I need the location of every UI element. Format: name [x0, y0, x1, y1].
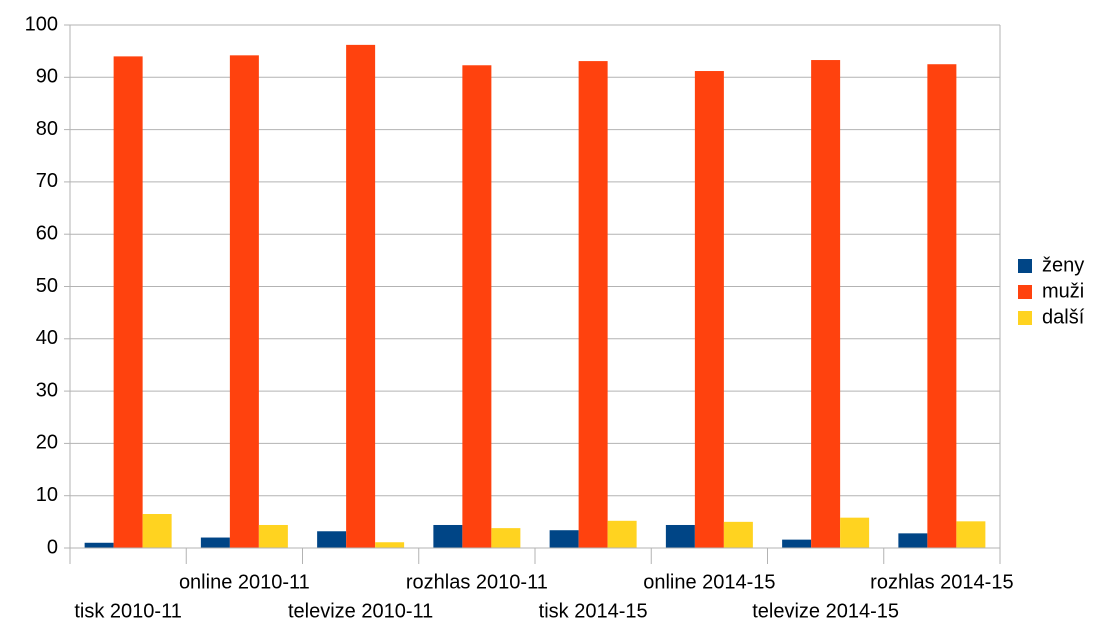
- bar: [200, 537, 230, 548]
- bar: [229, 55, 259, 549]
- x-tick-label: rozhlas 2010-11: [406, 571, 548, 593]
- bar: [956, 521, 986, 548]
- legend-label: další: [1042, 306, 1085, 328]
- bar: [927, 64, 957, 548]
- bar: [665, 524, 695, 548]
- x-tick-label: rozhlas 2014-15: [870, 571, 1013, 593]
- x-tick-label: online 2014-15: [643, 571, 775, 593]
- bar: [84, 542, 114, 548]
- bar: [782, 539, 812, 548]
- bar: [258, 524, 288, 548]
- bar: [898, 533, 928, 548]
- bar: [578, 61, 608, 548]
- bar: [433, 524, 463, 548]
- bar: [375, 542, 405, 548]
- y-tick-label: 100: [25, 13, 58, 35]
- x-tick-label: tisk 2010-11: [74, 600, 181, 622]
- bar: [694, 71, 724, 549]
- bar: [840, 517, 870, 548]
- y-tick-label: 40: [36, 327, 58, 349]
- legend-swatch: [1018, 259, 1032, 273]
- y-tick-label: 90: [36, 66, 58, 88]
- y-tick-label: 10: [36, 484, 58, 506]
- bar: [462, 65, 492, 549]
- y-tick-label: 60: [36, 222, 58, 244]
- bar: [113, 56, 143, 548]
- y-tick-label: 30: [36, 379, 58, 401]
- bar: [549, 530, 579, 548]
- bar: [811, 60, 841, 548]
- y-tick-label: 20: [36, 432, 58, 454]
- bar: [491, 528, 521, 548]
- legend-label: muži: [1042, 280, 1084, 302]
- x-tick-label: televize 2010-11: [288, 600, 433, 622]
- bar: [346, 44, 376, 549]
- y-tick-label: 70: [36, 170, 58, 192]
- bar: [317, 531, 347, 548]
- x-tick-label: tisk 2014-15: [539, 600, 648, 622]
- y-tick-label: 0: [47, 536, 58, 558]
- x-tick-label: online 2010-11: [179, 571, 310, 593]
- bar: [723, 521, 753, 548]
- legend-swatch: [1018, 311, 1032, 325]
- bar: [607, 520, 637, 548]
- bar: [142, 514, 172, 548]
- legend-swatch: [1018, 285, 1032, 299]
- y-tick-label: 50: [36, 275, 58, 297]
- legend-label: ženy: [1042, 254, 1084, 276]
- x-tick-label: televize 2014-15: [752, 600, 899, 622]
- y-tick-label: 80: [36, 118, 58, 140]
